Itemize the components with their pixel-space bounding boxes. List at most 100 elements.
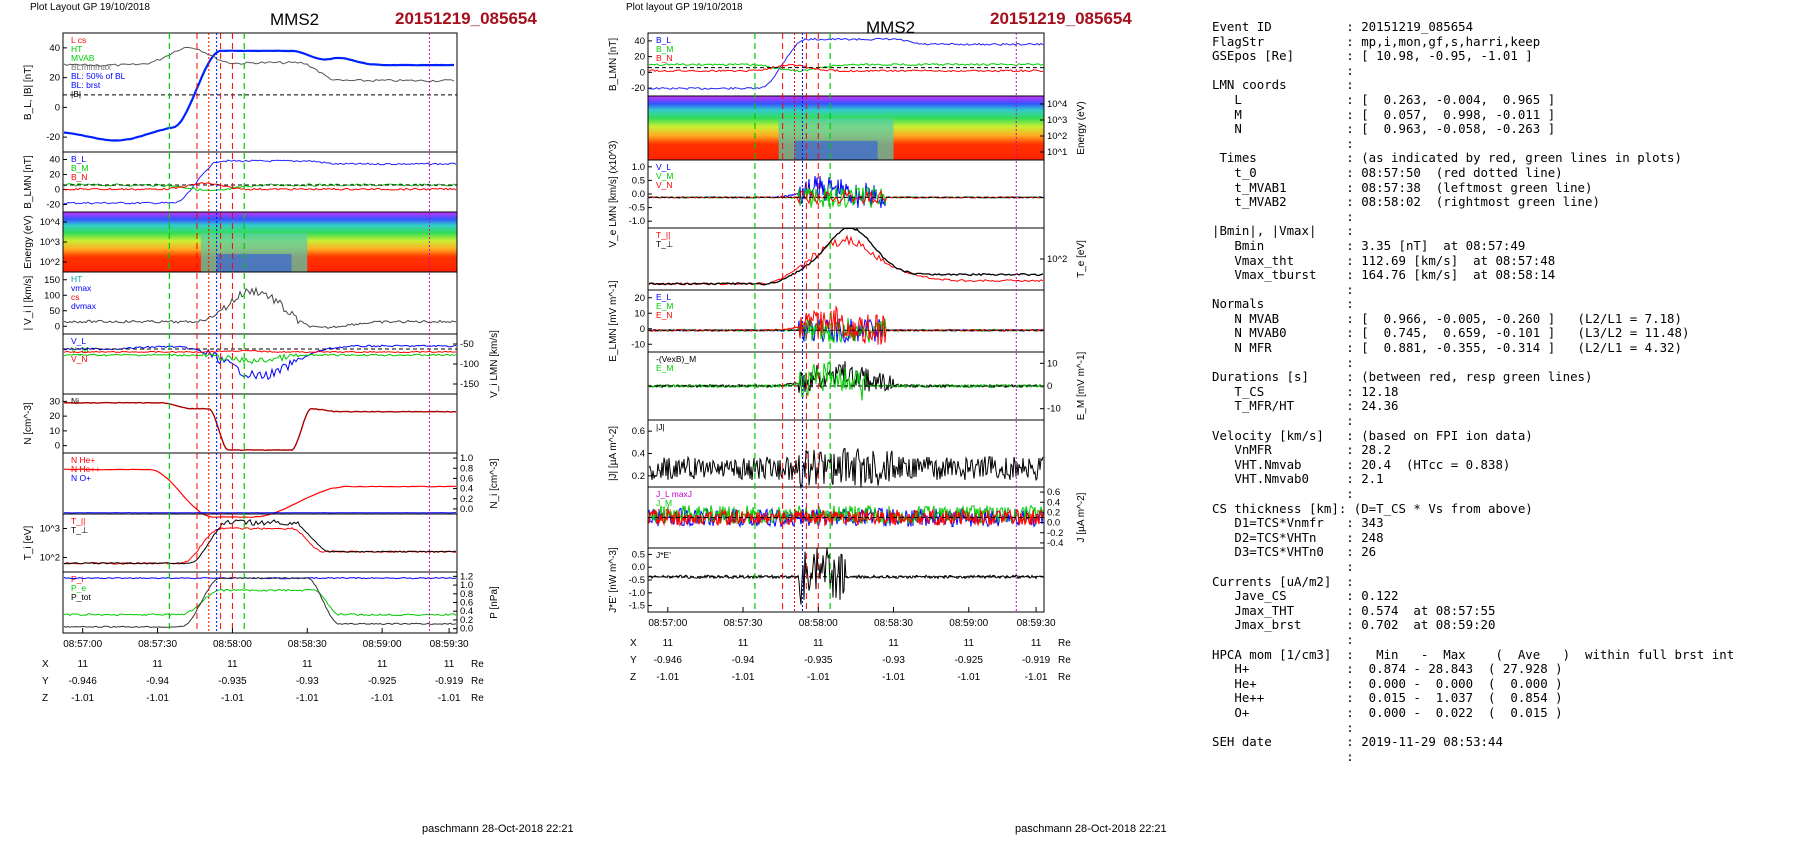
y-tick-label: 40 bbox=[49, 43, 60, 54]
y-tick-label: 0.0 bbox=[460, 624, 473, 635]
panel-6: 1.00.80.60.40.20.0N_i [cm^-3]N He+N He++… bbox=[62, 452, 500, 518]
y-tick-label: 20 bbox=[49, 170, 60, 181]
time-tick-label: 08:58:30 bbox=[288, 639, 327, 650]
info-line: VnMFR : 28.2 bbox=[1212, 442, 1392, 458]
y-tick-label: -0.5 bbox=[629, 575, 645, 586]
y-tick-label: 0.4 bbox=[460, 606, 473, 617]
info-line: : bbox=[1212, 558, 1354, 574]
y-axis-label: | V_i | [km/s] bbox=[23, 275, 34, 330]
position-value: -1.01 bbox=[371, 693, 394, 704]
y-axis-label: N [cm^-3] bbox=[23, 402, 34, 445]
panel-frame bbox=[647, 289, 1045, 353]
info-line: t_MVAB2 : 08:58:02 (rightmost green line… bbox=[1212, 194, 1600, 210]
data-trace bbox=[63, 352, 457, 365]
position-value: -1.01 bbox=[807, 672, 830, 683]
y-tick-label: 0.4 bbox=[1047, 497, 1060, 508]
data-trace bbox=[63, 468, 456, 518]
info-line: GSEpos [Re] : [ 10.98, -0.95, -1.01 ] bbox=[1212, 48, 1533, 64]
legend-entry: E_L bbox=[656, 292, 671, 302]
legend-entry: T_⊥ bbox=[656, 239, 674, 249]
y-tick-label: 0.0 bbox=[632, 562, 645, 573]
info-line: D1=TCS*Vnmfr : 343 bbox=[1212, 515, 1384, 531]
position-value: -0.94 bbox=[146, 676, 169, 687]
y-axis-label: V_i LMN [km/s] bbox=[489, 330, 500, 398]
middle-event-id: 20151219_085654 bbox=[990, 9, 1132, 28]
position-value: 11 bbox=[377, 659, 388, 670]
info-line: : bbox=[1212, 62, 1354, 78]
panel-5: 30 20 10 0 N [cm^-3] Ni bbox=[23, 393, 458, 454]
y-axis-label: J*E' [nW m^-3] bbox=[608, 547, 619, 613]
spectrogram-low-energy-region bbox=[216, 254, 292, 272]
legend-entry: -(VexB)_M bbox=[656, 354, 696, 364]
panel-6: 0.6 0.4 0.2 |J| [µA m^-2] |J| bbox=[608, 419, 1045, 490]
position-value: -0.946 bbox=[654, 655, 683, 666]
info-line: Jmax_brst : 0.702 at 08:59:20 bbox=[1212, 617, 1496, 633]
y-axis-label: B_L, |B| [nT] bbox=[23, 65, 34, 120]
y-tick-label: -0.5 bbox=[629, 203, 645, 214]
legend-entry: V_M bbox=[71, 345, 88, 355]
data-trace bbox=[63, 181, 457, 191]
info-line: VHT.Nmvab0 : 2.1 bbox=[1212, 471, 1384, 487]
y-tick-label: 0.6 bbox=[1047, 487, 1060, 498]
y-tick-label: -150 bbox=[460, 379, 479, 390]
info-line: O+ : 0.000 - 0.022 ( 0.015 ) bbox=[1212, 704, 1563, 720]
info-line: HPCA mom [1/cm3] : Min - Max ( Ave ) wit… bbox=[1212, 646, 1735, 662]
time-tick-label: 08:57:00 bbox=[648, 618, 687, 629]
y-tick-label: -100 bbox=[460, 359, 479, 370]
y-tick-label: 50 bbox=[49, 306, 60, 317]
time-tick-label: 08:57:30 bbox=[724, 618, 763, 629]
legend-entry: E_M bbox=[656, 363, 673, 373]
position-value: -1.01 bbox=[296, 693, 319, 704]
y-axis-label: J [µA m^-2] bbox=[1076, 492, 1087, 542]
y-axis-label: B_LMN [nT] bbox=[23, 155, 34, 209]
panel-frame bbox=[647, 547, 1045, 613]
legend-entry: B_N bbox=[656, 53, 673, 63]
y-tick-label: -0.2 bbox=[1047, 528, 1063, 539]
data-trace bbox=[648, 37, 1044, 90]
panel-frame bbox=[62, 452, 458, 515]
y-tick-label: 0.8 bbox=[460, 463, 473, 474]
info-line: T_CS : 12.18 bbox=[1212, 383, 1399, 399]
y-tick-label: -1.5 bbox=[629, 601, 645, 612]
y-tick-label: 1.0 bbox=[460, 453, 473, 464]
info-line: VHT.Nmvab : 20.4 (HTcc = 0.838) bbox=[1212, 456, 1511, 472]
y-tick-label: 0 bbox=[55, 441, 60, 452]
info-line: He+ : 0.000 - 0.000 ( 0.000 ) bbox=[1212, 675, 1563, 691]
legend-entry: T_⊥ bbox=[71, 525, 89, 535]
info-line: Currents [uA/m2] : bbox=[1212, 573, 1354, 589]
position-unit: Re bbox=[471, 676, 484, 687]
legend-entry: V_N bbox=[656, 180, 673, 190]
legend-entry: cs bbox=[71, 292, 80, 302]
time-tick-label: 08:58:30 bbox=[874, 618, 913, 629]
middle-footer: paschmann 28-Oct-2018 22:21 bbox=[1015, 823, 1167, 835]
y-tick-label: 0.2 bbox=[460, 615, 473, 626]
legend-entry: vmax bbox=[71, 283, 92, 293]
position-value: -1.01 bbox=[221, 693, 244, 704]
y-tick-label: 0 bbox=[55, 321, 60, 332]
position-value: -1.01 bbox=[146, 693, 169, 704]
position-value: 11 bbox=[444, 659, 455, 670]
y-tick-label: 0.2 bbox=[632, 471, 645, 482]
y-tick-label: 10^2 bbox=[1047, 254, 1067, 265]
position-value: 11 bbox=[738, 638, 749, 649]
y-tick-label: 1.0 bbox=[460, 580, 473, 591]
info-line: : bbox=[1212, 748, 1354, 764]
middle-spacecraft-title: MMS2 bbox=[866, 18, 916, 37]
y-tick-label: 0.8 bbox=[460, 589, 473, 600]
position-value: -0.919 bbox=[435, 676, 464, 687]
position-unit: Re bbox=[1058, 655, 1071, 666]
position-unit: Re bbox=[471, 693, 484, 704]
y-tick-label: 0 bbox=[55, 185, 60, 196]
info-line: : bbox=[1212, 354, 1354, 370]
position-value: 11 bbox=[227, 659, 238, 670]
info-line: Event ID : 20151219_085654 bbox=[1212, 19, 1474, 34]
legend-entry: T_|| bbox=[656, 230, 670, 240]
y-tick-label: 20 bbox=[634, 52, 645, 63]
position-unit: Re bbox=[1058, 672, 1071, 683]
middle-plot-header: Plot layout GP 19/10/2018 bbox=[626, 2, 743, 13]
position-value: -1.01 bbox=[1025, 672, 1048, 683]
y-tick-label: 0.5 bbox=[632, 175, 645, 186]
legend-entry: L cs bbox=[71, 35, 86, 45]
